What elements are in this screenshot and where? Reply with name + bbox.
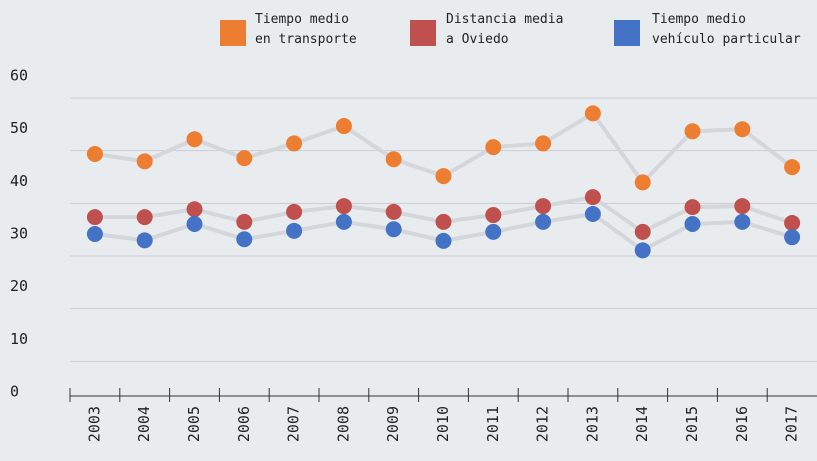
legend-swatch: [220, 20, 246, 46]
data-point: [335, 213, 352, 230]
data-point: [485, 207, 502, 224]
x-tick-label: 2010: [434, 406, 452, 442]
y-tick-label: 0: [10, 383, 19, 401]
data-point: [784, 229, 801, 246]
data-point: [684, 215, 701, 232]
data-point: [186, 201, 203, 218]
data-point: [435, 232, 452, 249]
data-point: [584, 189, 601, 206]
data-point: [86, 145, 103, 162]
data-point: [186, 215, 203, 232]
y-tick-label: 50: [10, 119, 28, 137]
legend-swatch: [410, 20, 436, 46]
y-tick-label: 30: [10, 225, 28, 243]
data-point: [485, 139, 502, 156]
legend-label: Distancia media a Oviedo: [446, 12, 564, 47]
data-point: [535, 198, 552, 215]
data-point: [734, 198, 751, 215]
x-tick-label: 2014: [633, 406, 651, 442]
x-tick-label: 2016: [733, 406, 751, 442]
data-point: [535, 135, 552, 152]
y-tick-label: 20: [10, 277, 28, 295]
y-tick-label: 40: [10, 172, 28, 190]
y-tick-label: 10: [10, 330, 28, 348]
legend-label: Tiempo medio en transporte: [255, 12, 357, 47]
data-point: [236, 213, 253, 230]
data-point: [86, 226, 103, 242]
legend-label: Tiempo medio vehículo particular: [652, 12, 801, 47]
data-point: [136, 209, 153, 226]
data-point: [286, 135, 303, 152]
data-point: [684, 123, 701, 140]
data-point: [634, 223, 651, 240]
x-tick-label: 2006: [235, 406, 253, 442]
data-point: [734, 121, 751, 138]
x-tick-label: 2011: [484, 406, 502, 442]
data-point: [634, 242, 651, 259]
data-point: [236, 231, 253, 248]
data-point: [435, 213, 452, 230]
x-tick-label: 2005: [185, 406, 203, 442]
data-point: [684, 199, 701, 216]
x-tick-label: 2012: [534, 406, 552, 442]
data-point: [385, 151, 402, 168]
x-tick-label: 2007: [285, 406, 303, 442]
data-point: [136, 153, 153, 170]
data-point: [86, 209, 103, 226]
x-tick-label: 2013: [583, 406, 601, 442]
x-tick-label: 2017: [783, 406, 801, 442]
data-point: [784, 214, 801, 231]
data-point: [186, 131, 203, 148]
x-tick-label: 2008: [334, 406, 352, 442]
data-point: [136, 232, 153, 249]
data-point: [584, 105, 601, 122]
data-point: [485, 223, 502, 240]
data-point: [286, 222, 303, 239]
data-point: [435, 168, 452, 185]
x-tick-label: 2009: [384, 406, 402, 442]
x-tick-label: 2003: [85, 406, 103, 442]
data-point: [286, 203, 303, 220]
data-point: [335, 118, 352, 135]
data-point: [385, 221, 402, 238]
data-point: [535, 213, 552, 230]
data-point: [634, 174, 651, 191]
y-tick-label: 60: [10, 67, 28, 85]
data-point: [734, 213, 751, 230]
legend-swatch: [614, 20, 640, 46]
data-point: [784, 159, 801, 176]
x-tick-label: 2015: [683, 406, 701, 442]
data-point: [584, 205, 601, 222]
data-point: [236, 150, 253, 167]
data-point: [335, 198, 352, 215]
data-point: [385, 203, 402, 220]
x-tick-label: 2004: [135, 406, 153, 442]
